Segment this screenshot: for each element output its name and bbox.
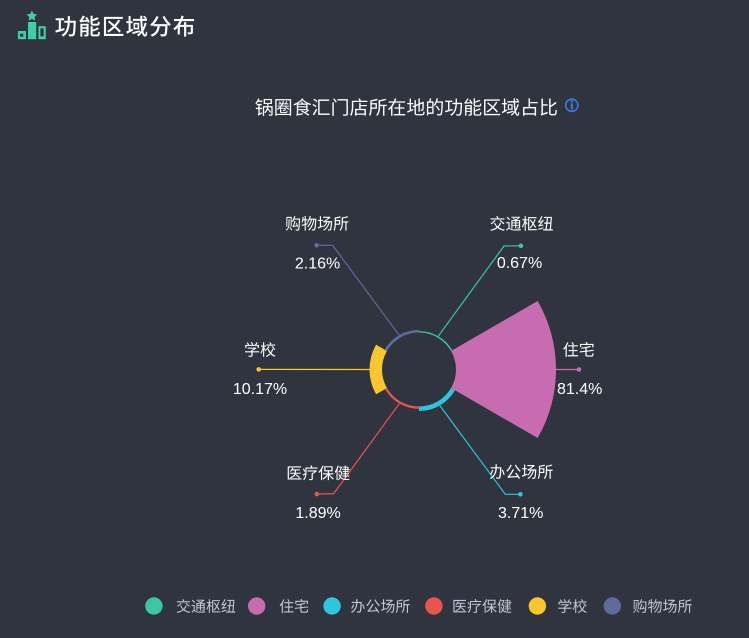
svg-text:3.71%: 3.71% [498, 505, 543, 522]
svg-text:0.67%: 0.67% [497, 255, 542, 272]
svg-text:10.17%: 10.17% [233, 381, 287, 398]
svg-text:1.89%: 1.89% [295, 505, 340, 522]
svg-text:81.4%: 81.4% [557, 381, 602, 398]
svg-text:2.16%: 2.16% [295, 255, 340, 272]
